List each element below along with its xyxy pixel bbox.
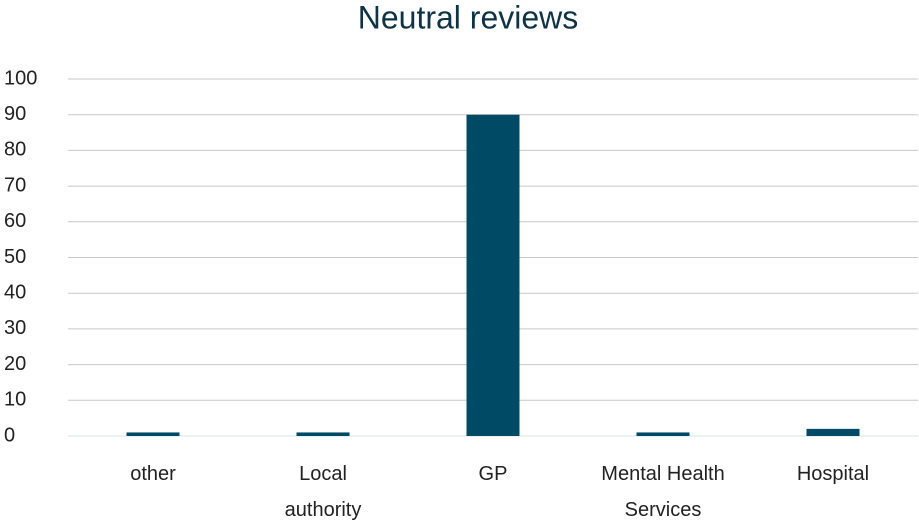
x-tick-label: GP	[478, 463, 508, 485]
x-tick-label: Hospital	[796, 463, 870, 485]
x-tick-label: Mental Health Services	[601, 463, 725, 521]
y-tick-label: 10	[4, 389, 26, 411]
y-tick-label: 50	[4, 246, 26, 268]
bar	[806, 428, 860, 436]
y-tick-label: 80	[4, 139, 26, 161]
y-tick-label: 20	[4, 353, 26, 375]
y-tick-label: 90	[4, 103, 26, 125]
x-tick-label: Local authority	[284, 463, 362, 521]
y-tick-label: 70	[4, 174, 26, 196]
chart-title: Neutral reviews	[358, 0, 579, 35]
bar	[126, 432, 180, 436]
y-tick-label: 60	[4, 210, 26, 232]
y-tick-label: 100	[4, 67, 37, 89]
bar	[636, 432, 690, 436]
y-tick-label: 40	[4, 281, 26, 303]
x-tick-label: other	[130, 463, 176, 485]
bar	[466, 114, 520, 436]
bar	[296, 432, 350, 436]
y-tick-label: 30	[4, 317, 26, 339]
y-tick-label: 0	[4, 424, 15, 446]
